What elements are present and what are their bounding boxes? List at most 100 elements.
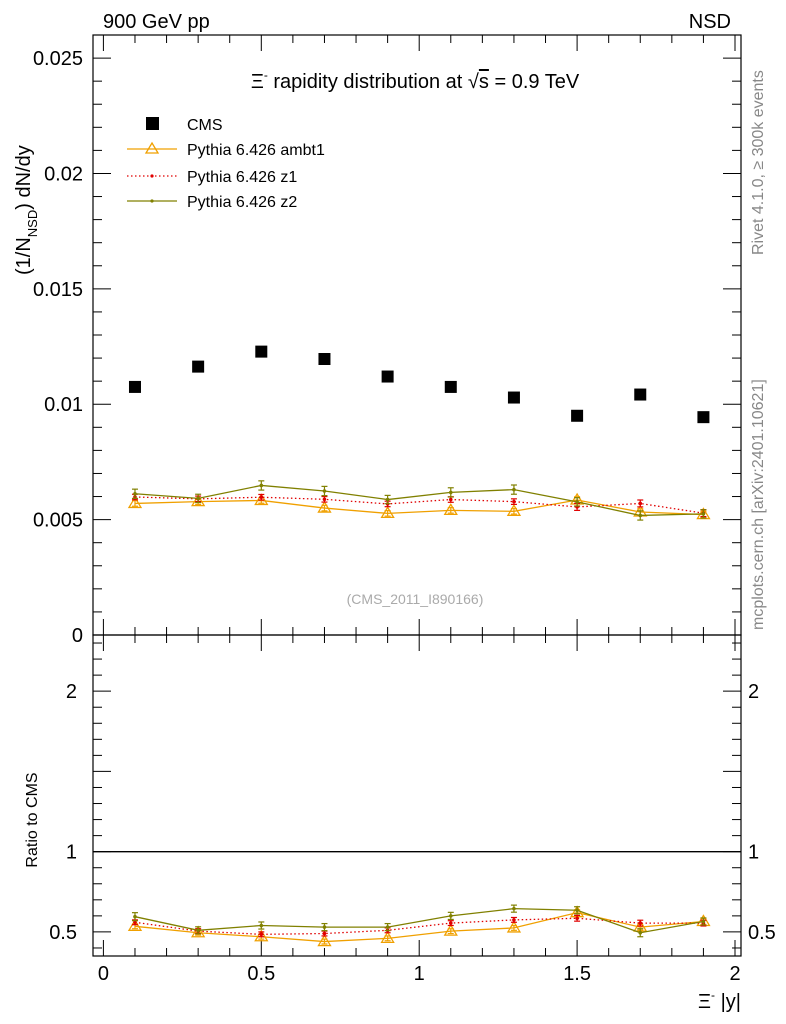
ratio-z2-line xyxy=(134,908,704,934)
ratio-z1-point xyxy=(448,921,453,925)
ratio-z1-point xyxy=(638,921,643,925)
z2-point xyxy=(638,513,643,518)
z1-point xyxy=(322,497,327,502)
z2-point xyxy=(259,483,264,488)
y-tick-label: 0.005 xyxy=(33,510,83,532)
cms-point xyxy=(255,345,268,358)
ratio-ambt1-point xyxy=(254,929,269,942)
y-tick-label: 0 xyxy=(72,625,83,647)
ratio-ambt1-point xyxy=(506,920,522,933)
cms-point xyxy=(381,370,394,383)
chart-title: Ξ- rapidity distribution at √s = 0.9 TeV xyxy=(251,68,580,93)
y-tick-label-right: 2 xyxy=(748,681,759,703)
ambt1-point xyxy=(380,506,395,519)
z2-point xyxy=(196,496,200,501)
main-y-tick-labels: 0 0.005 0.01 0.015 0.02 0.025 xyxy=(33,48,83,647)
legend-ambt1-marker xyxy=(144,141,160,154)
x-axis-label: Ξ- |y| xyxy=(698,988,741,1013)
ratio-z2-point xyxy=(448,914,453,918)
ambt1-point xyxy=(190,494,206,507)
y-tick-label: 0.02 xyxy=(44,163,83,185)
legend-z2-marker xyxy=(150,199,154,203)
ratio-z2-point xyxy=(701,919,706,924)
cms-point xyxy=(507,391,520,404)
z2-line xyxy=(134,484,704,517)
ambt1-point xyxy=(127,496,143,509)
legend-z1-marker xyxy=(150,174,154,178)
y-tick-label: 2 xyxy=(66,681,77,703)
main-y-axis-label: (1/NNSD) dN/dy xyxy=(13,145,40,275)
ratio-z2-point xyxy=(385,925,390,929)
y-tick-label: 1 xyxy=(66,842,77,864)
y-tick-label: 0.015 xyxy=(33,279,83,301)
rivet-label: Rivet 4.1.0, ≥ 300k events xyxy=(750,70,767,255)
z2-point xyxy=(448,490,453,495)
cms-point xyxy=(697,411,710,424)
y-tick-label: 0.025 xyxy=(33,48,83,70)
ratio-ambt1-point xyxy=(127,919,143,931)
main-panel: 0 0.005 0.01 0.015 0.02 0.025 Ξ- rapidity dis… xyxy=(13,34,742,647)
ratio-ambt1-point xyxy=(190,925,206,938)
y-tick-label: 0.5 xyxy=(49,922,77,944)
legend-z2-label: Pythia 6.426 z2 xyxy=(187,194,297,211)
ratio-z2-point xyxy=(133,914,137,919)
ratio-frame xyxy=(92,634,742,957)
z2-point xyxy=(322,489,327,493)
ratio-z1-point xyxy=(322,931,327,936)
cms-point xyxy=(571,409,584,422)
x-tick-label: 1.5 xyxy=(563,963,591,985)
x-tick-label: 1 xyxy=(414,963,425,985)
y-tick-label-right: 1 xyxy=(748,842,759,864)
x-tick-label: 0 xyxy=(98,963,109,985)
cms-point xyxy=(318,353,331,365)
main-ticks xyxy=(93,34,741,636)
ambt1-line xyxy=(134,499,704,516)
ratio-z2-point xyxy=(512,906,516,911)
ratio-ticks xyxy=(93,635,741,956)
legend-z1-label: Pythia 6.426 z1 xyxy=(187,169,297,186)
main-series xyxy=(127,345,711,521)
legend-cms-marker xyxy=(146,117,159,130)
x-tick-label: 0.5 xyxy=(247,963,275,985)
legend-cms-label: CMS xyxy=(187,117,223,134)
z1-point xyxy=(512,499,516,504)
ratio-ambt1-point xyxy=(443,923,458,936)
z2-point xyxy=(133,491,137,496)
z2-point xyxy=(701,512,706,516)
ratio-z2-point xyxy=(259,923,264,928)
ratio-z1-point xyxy=(512,918,516,922)
ratio-z1-point xyxy=(259,932,264,937)
header-right: NSD xyxy=(689,11,731,33)
ratio-y-axis-label: Ratio to CMS xyxy=(24,772,41,867)
z2-point xyxy=(575,500,579,504)
ratio-x-tick-labels: 0 0.5 1 1.5 2 xyxy=(98,963,741,985)
cms-point xyxy=(128,380,141,393)
ratio-z2-point xyxy=(575,908,579,913)
ratio-panel: 0.5 0.5 1 1 2 2 0 0.5 1 1.5 2 Ratio to CMS Ξ- |y| xyxy=(24,634,776,1013)
ratio-series xyxy=(127,904,711,947)
ratio-z1-point xyxy=(133,920,137,925)
z1-point xyxy=(448,497,453,502)
ratio-z2-point xyxy=(196,928,200,933)
cms-point xyxy=(192,360,205,373)
header-left: 900 GeV pp xyxy=(103,11,210,33)
z1-point xyxy=(638,501,643,506)
z1-point xyxy=(259,495,264,500)
x-tick-label: 2 xyxy=(729,963,740,985)
ratio-ambt1-point xyxy=(380,931,395,943)
legend: CMS Pythia 6.426 ambt1 Pythia 6.426 z1 P… xyxy=(127,117,325,211)
cms-point xyxy=(634,388,647,401)
z2-point xyxy=(385,497,390,502)
analysis-watermark: (CMS_2011_I890166) xyxy=(347,591,484,607)
legend-ambt1-label: Pythia 6.426 ambt1 xyxy=(187,142,325,159)
z1-line xyxy=(134,496,704,514)
ratio-y-tick-labels: 0.5 0.5 1 1 2 2 xyxy=(49,681,776,944)
y-tick-label: 0.01 xyxy=(44,394,83,416)
ratio-z1-point xyxy=(575,916,579,921)
ratio-ambt1-line xyxy=(134,911,704,943)
ratio-z2-point xyxy=(638,930,643,935)
ambt1-point xyxy=(506,504,522,516)
ambt1-point xyxy=(443,503,458,516)
ratio-z2-point xyxy=(322,925,327,929)
